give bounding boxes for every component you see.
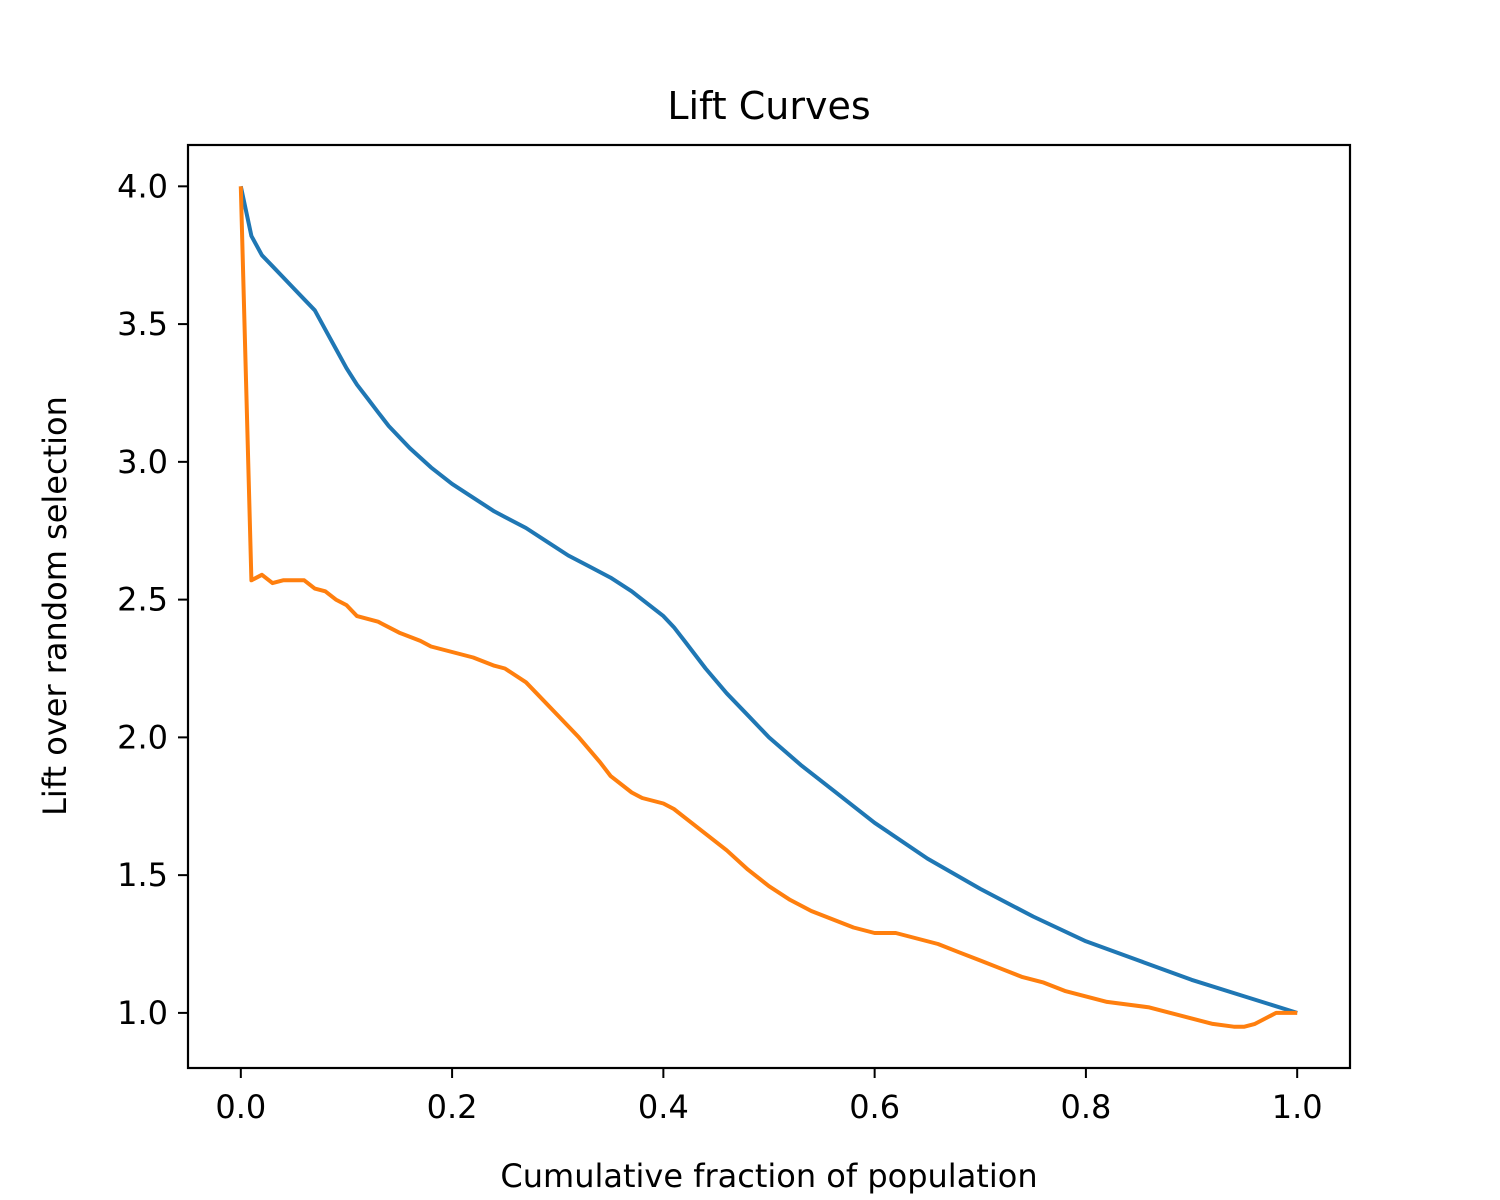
series-line-2 <box>238 186 1298 1029</box>
x-axis-title: Cumulative fraction of population <box>500 1157 1037 1195</box>
x-tick-label: 0.4 <box>638 1088 689 1126</box>
x-tick-label: 0.8 <box>1060 1088 1111 1126</box>
y-tick-label: 2.5 <box>117 581 168 619</box>
plot-frame <box>186 143 1352 1070</box>
y-tick-label: 3.5 <box>117 305 168 343</box>
y-axis-ticks: 1.0 1.5 2.0 2.5 3.0 3.5 4.0 <box>117 167 188 1032</box>
x-tick-label: 0.6 <box>849 1088 900 1126</box>
x-tick-label: 0.0 <box>215 1088 266 1126</box>
series-layer <box>238 185 1298 1029</box>
series-line-1 <box>238 185 1298 1015</box>
x-tick-label: 0.2 <box>427 1088 478 1126</box>
y-tick-label: 4.0 <box>117 167 168 205</box>
x-axis-ticks: 0.0 0.2 0.4 0.6 0.8 1.0 <box>215 1068 1323 1126</box>
y-tick-label: 1.5 <box>117 856 168 894</box>
y-tick-label: 3.0 <box>117 443 168 481</box>
y-tick-label: 2.0 <box>117 718 168 756</box>
x-tick-label: 1.0 <box>1272 1088 1323 1126</box>
y-tick-label: 1.0 <box>117 994 168 1032</box>
chart-title: Lift Curves <box>667 84 870 128</box>
y-axis-title: Lift over random selection <box>36 396 74 816</box>
